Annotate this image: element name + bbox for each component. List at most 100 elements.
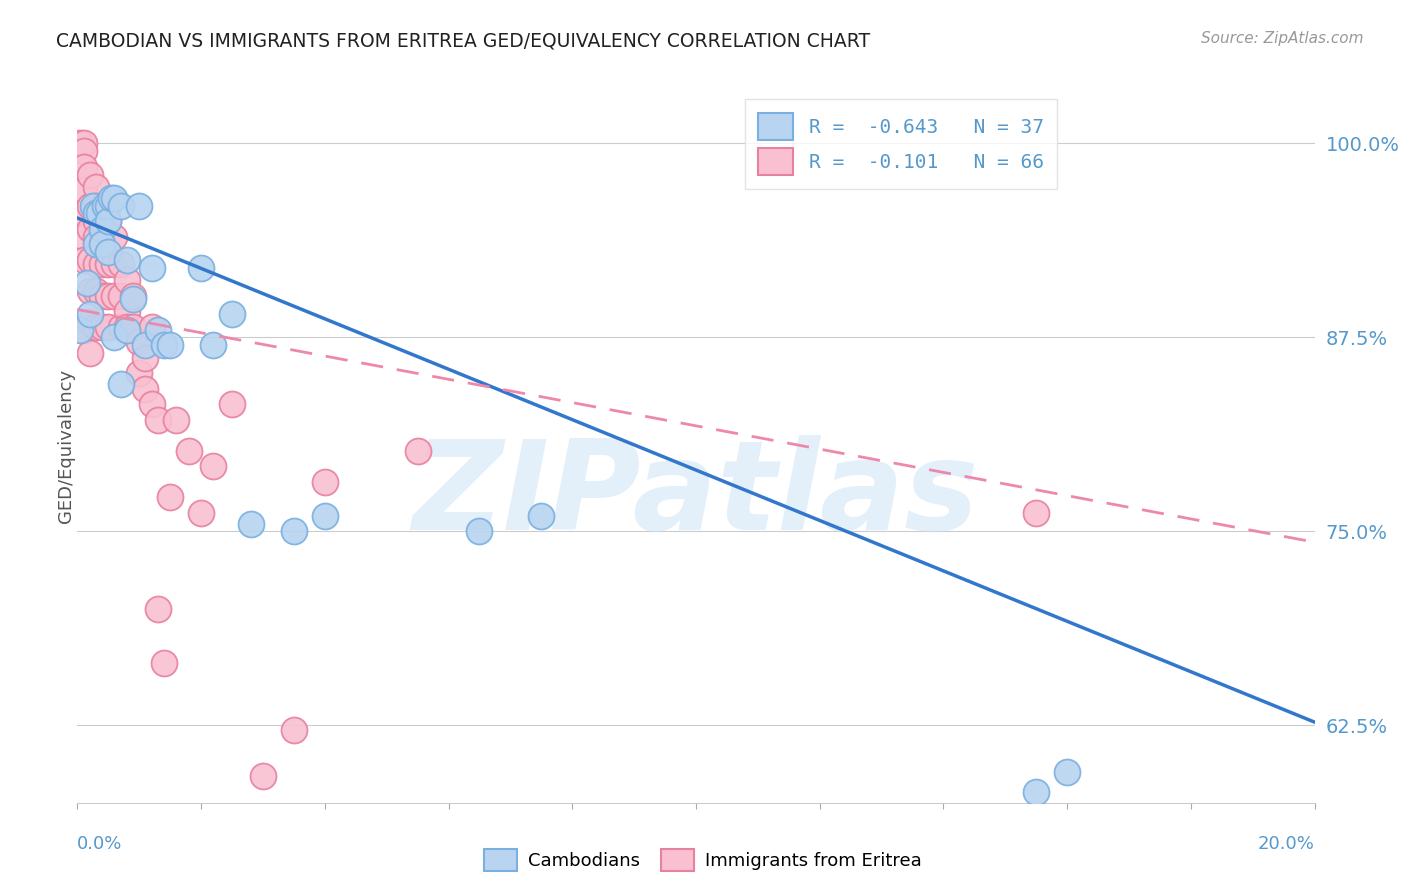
Point bbox=[69, 323, 91, 337]
Point bbox=[84, 214, 107, 228]
Point bbox=[530, 508, 553, 523]
Point bbox=[128, 198, 150, 212]
Point bbox=[146, 412, 169, 426]
Point bbox=[252, 769, 274, 783]
Point bbox=[406, 443, 429, 458]
Point bbox=[91, 227, 114, 241]
Point bbox=[141, 319, 163, 334]
Text: Source: ZipAtlas.com: Source: ZipAtlas.com bbox=[1201, 31, 1364, 46]
Y-axis label: GED/Equivalency: GED/Equivalency bbox=[58, 369, 75, 523]
Point bbox=[69, 136, 91, 151]
Text: CAMBODIAN VS IMMIGRANTS FROM ERITREA GED/EQUIVALENCY CORRELATION CHART: CAMBODIAN VS IMMIGRANTS FROM ERITREA GED… bbox=[56, 31, 870, 50]
Point bbox=[146, 602, 169, 616]
Point bbox=[314, 475, 336, 489]
Point bbox=[202, 338, 225, 352]
Point bbox=[100, 191, 122, 205]
Point bbox=[159, 338, 181, 352]
Point bbox=[165, 412, 187, 426]
Point bbox=[84, 237, 107, 252]
Point bbox=[91, 258, 114, 272]
Point bbox=[79, 168, 101, 182]
Point bbox=[1025, 785, 1047, 799]
Point bbox=[134, 351, 156, 365]
Point bbox=[91, 288, 114, 302]
Text: 20.0%: 20.0% bbox=[1258, 835, 1315, 853]
Point bbox=[468, 524, 491, 539]
Point bbox=[84, 319, 107, 334]
Point bbox=[84, 198, 107, 212]
Point bbox=[110, 258, 132, 272]
Point bbox=[128, 366, 150, 380]
Point bbox=[221, 397, 243, 411]
Point bbox=[177, 443, 200, 458]
Point bbox=[283, 723, 305, 737]
Point bbox=[79, 346, 101, 360]
Text: ZIPatlas: ZIPatlas bbox=[413, 435, 979, 557]
Point bbox=[84, 229, 107, 244]
Point bbox=[153, 338, 176, 352]
Legend: R =  -0.643   N = 37, R =  -0.101   N = 66: R = -0.643 N = 37, R = -0.101 N = 66 bbox=[745, 99, 1057, 189]
Point bbox=[97, 288, 120, 302]
Point bbox=[97, 214, 120, 228]
Point bbox=[122, 288, 145, 302]
Point bbox=[91, 237, 114, 252]
Point bbox=[79, 307, 101, 321]
Point bbox=[110, 288, 132, 302]
Point bbox=[84, 206, 107, 220]
Point bbox=[91, 319, 114, 334]
Point bbox=[79, 315, 101, 329]
Point bbox=[122, 292, 145, 306]
Point bbox=[97, 198, 120, 212]
Point bbox=[110, 319, 132, 334]
Point bbox=[103, 330, 125, 344]
Point bbox=[84, 258, 107, 272]
Point bbox=[79, 198, 101, 212]
Point bbox=[97, 258, 120, 272]
Point bbox=[79, 284, 101, 298]
Point bbox=[72, 206, 94, 220]
Point bbox=[141, 397, 163, 411]
Point bbox=[134, 338, 156, 352]
Point bbox=[79, 252, 101, 267]
Legend: Cambodians, Immigrants from Eritrea: Cambodians, Immigrants from Eritrea bbox=[477, 842, 929, 879]
Point bbox=[82, 198, 104, 212]
Point bbox=[72, 229, 94, 244]
Point bbox=[84, 284, 107, 298]
Point bbox=[159, 490, 181, 504]
Point bbox=[87, 206, 110, 220]
Point bbox=[110, 376, 132, 391]
Point bbox=[437, 847, 460, 861]
Point bbox=[283, 524, 305, 539]
Point bbox=[72, 145, 94, 159]
Point bbox=[97, 245, 120, 260]
Point bbox=[84, 180, 107, 194]
Point bbox=[72, 136, 94, 151]
Point bbox=[122, 319, 145, 334]
Point bbox=[115, 323, 138, 337]
Point bbox=[239, 516, 262, 531]
Point bbox=[76, 276, 98, 290]
Point bbox=[115, 304, 138, 318]
Point bbox=[153, 656, 176, 670]
Text: 0.0%: 0.0% bbox=[77, 835, 122, 853]
Point bbox=[190, 260, 212, 275]
Point bbox=[72, 183, 94, 197]
Point bbox=[79, 222, 101, 236]
Point bbox=[110, 198, 132, 212]
Point bbox=[1056, 764, 1078, 779]
Point bbox=[202, 459, 225, 474]
Point bbox=[115, 252, 138, 267]
Point bbox=[1025, 506, 1047, 520]
Point bbox=[97, 214, 120, 228]
Point bbox=[115, 273, 138, 287]
Point bbox=[72, 160, 94, 174]
Point bbox=[72, 323, 94, 337]
Point bbox=[103, 229, 125, 244]
Point bbox=[91, 198, 114, 212]
Point bbox=[115, 319, 138, 334]
Point bbox=[103, 191, 125, 205]
Point bbox=[91, 222, 114, 236]
Point bbox=[314, 508, 336, 523]
Point bbox=[103, 258, 125, 272]
Point bbox=[221, 307, 243, 321]
